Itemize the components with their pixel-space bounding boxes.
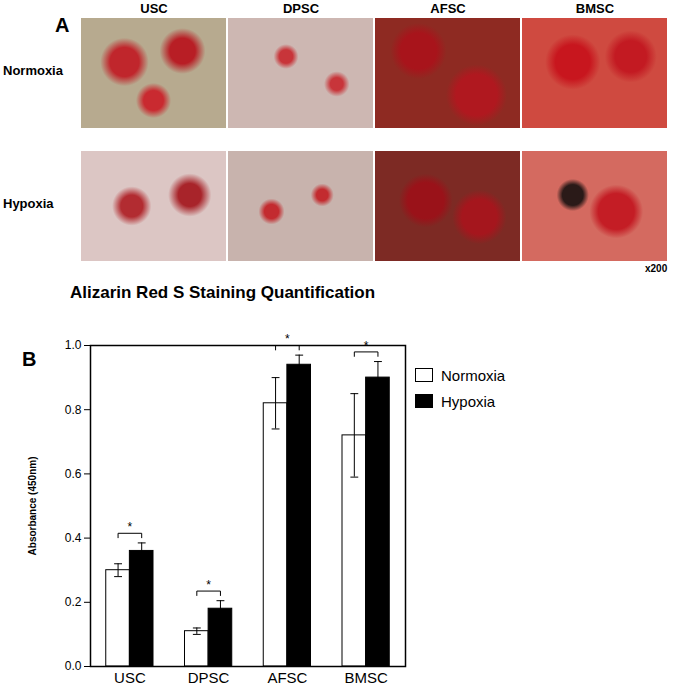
svg-text:0.4: 0.4 <box>65 531 82 545</box>
html-text:USC: USC <box>140 1 168 16</box>
html-text:Normoxia: Normoxia <box>3 63 63 78</box>
svg-text:BMSC: BMSC <box>344 669 388 686</box>
svg-text:*: * <box>128 520 133 534</box>
html-text:x200: x200 <box>645 263 668 274</box>
html-text:Hypoxia: Hypoxia <box>441 392 496 410</box>
svg-text:*: * <box>206 578 211 592</box>
html-text:AFSC: AFSC <box>430 1 466 16</box>
html-text:Alizarin Red S Staining Quanti: Alizarin Red S Staining Quantification <box>70 283 376 302</box>
html-text:B: B <box>22 348 37 370</box>
html-text:Hypoxia: Hypoxia <box>3 196 54 211</box>
svg-text:AFSC: AFSC <box>267 669 307 686</box>
svg-text:*: * <box>285 332 290 346</box>
svg-text:0.6: 0.6 <box>65 467 82 481</box>
svg-text:Absorbance (450nm): Absorbance (450nm) <box>27 457 38 556</box>
svg-text:0.0: 0.0 <box>65 659 82 673</box>
svg-text:DPSC: DPSC <box>188 669 230 686</box>
html-text:Normoxia: Normoxia <box>441 366 506 384</box>
svg-text:USC: USC <box>114 669 146 686</box>
svg-text:0.2: 0.2 <box>65 595 82 609</box>
html-text:DPSC: DPSC <box>282 1 320 16</box>
svg-text:1.0: 1.0 <box>65 338 82 352</box>
html-text:BMSC: BMSC <box>575 1 615 16</box>
svg-text:0.8: 0.8 <box>65 403 82 417</box>
html-text:A: A <box>55 14 70 36</box>
